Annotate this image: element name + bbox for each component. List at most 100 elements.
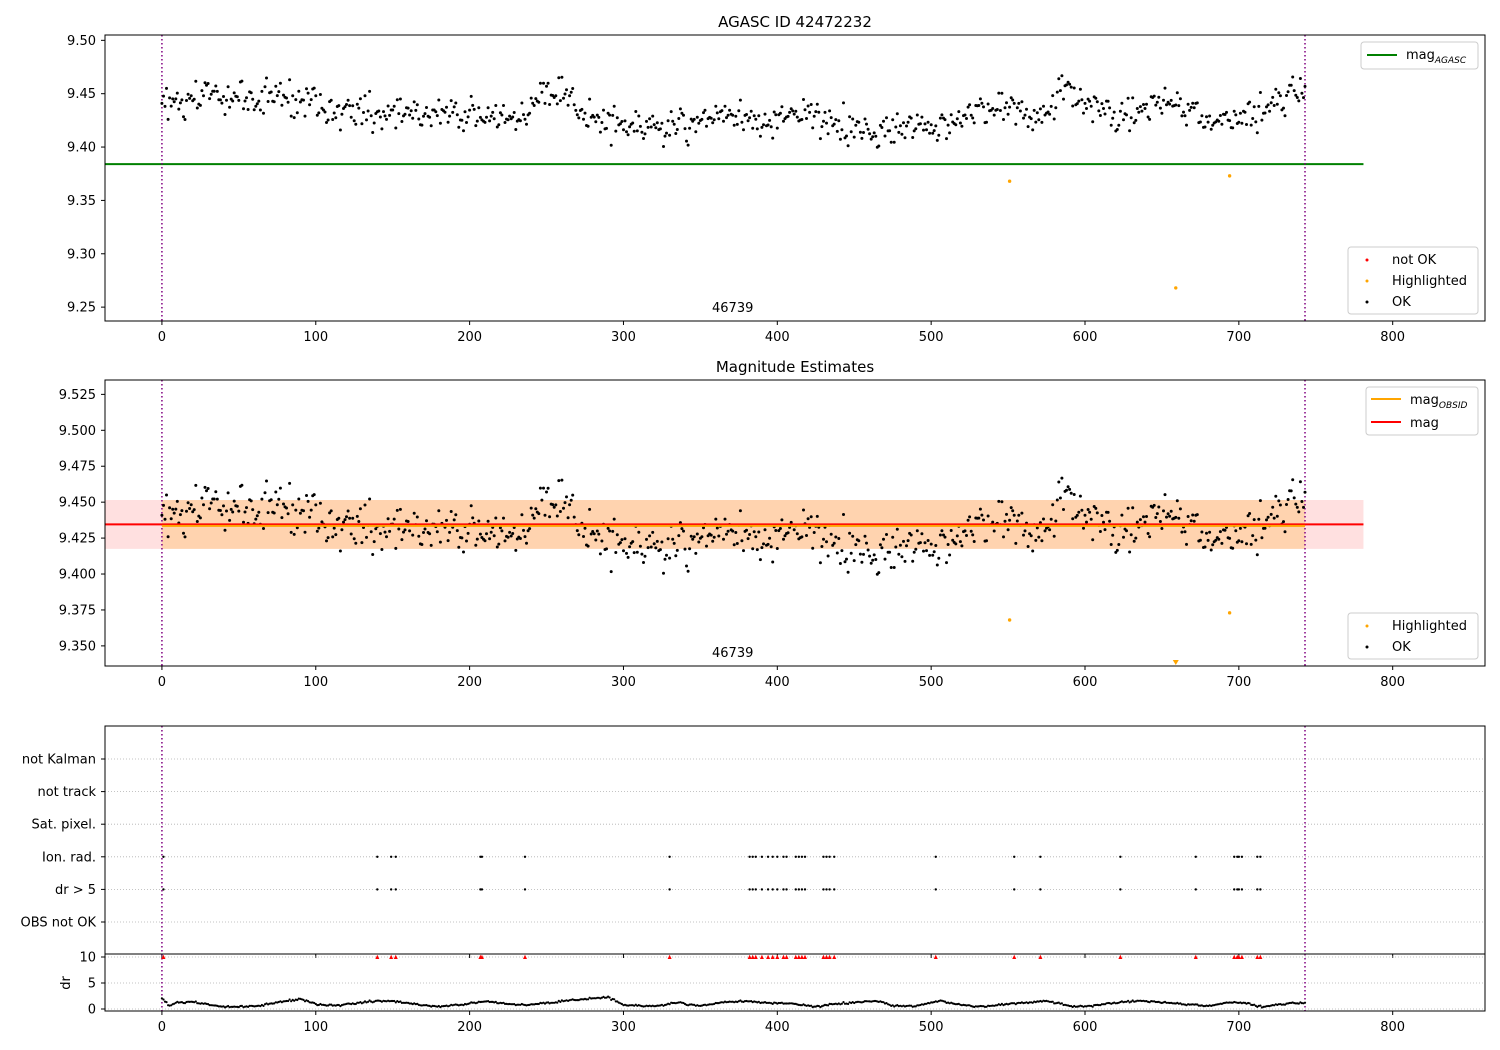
ok-point xyxy=(909,533,913,537)
dr-point xyxy=(162,998,165,1001)
ok-point xyxy=(791,109,795,113)
dr-point xyxy=(842,1001,845,1004)
ok-point xyxy=(1008,518,1012,522)
ok-point xyxy=(628,125,632,129)
ok-point xyxy=(1289,489,1293,493)
ok-point xyxy=(646,546,650,550)
ok-point xyxy=(178,513,182,517)
ok-point xyxy=(1289,83,1293,87)
ok-point xyxy=(688,126,692,130)
ok-point xyxy=(965,117,968,120)
ok-point xyxy=(623,119,627,123)
ok-point xyxy=(174,507,178,511)
ok-point xyxy=(494,516,498,520)
ok-point xyxy=(1065,488,1068,492)
ok-point xyxy=(1083,513,1087,517)
ok-point xyxy=(628,545,632,549)
ok-point xyxy=(351,104,355,108)
ok-point xyxy=(285,506,288,510)
ok-point xyxy=(511,115,515,119)
ok-point xyxy=(1108,519,1112,523)
agasc-legend-lines-box xyxy=(1360,41,1479,70)
ok-point xyxy=(1165,103,1168,107)
ok-point xyxy=(566,103,570,107)
ok-point xyxy=(588,507,592,511)
ok-point xyxy=(757,530,761,534)
ok-point xyxy=(552,505,556,509)
ok-point xyxy=(889,140,893,144)
x-tick-label: 100 xyxy=(303,675,328,690)
ok-point xyxy=(1252,518,1256,522)
legend-label-highlighted-2: Highlighted xyxy=(1392,619,1467,634)
ok-point xyxy=(428,532,432,536)
ok-point xyxy=(742,549,745,553)
ok-point xyxy=(700,117,704,121)
ok-point xyxy=(265,479,268,483)
ok-point xyxy=(1038,107,1042,111)
ok-point xyxy=(863,534,867,538)
dr-point xyxy=(943,1000,947,1003)
dr-point xyxy=(367,1000,370,1003)
flag-point xyxy=(1013,888,1016,891)
ok-point xyxy=(337,104,341,108)
ok-point xyxy=(383,114,387,118)
ok-point xyxy=(686,569,690,573)
flag-point xyxy=(800,855,804,858)
magnitude-legend-points-box xyxy=(1347,612,1479,660)
ok-point xyxy=(1274,87,1278,91)
ok-point xyxy=(722,119,725,123)
ok-point xyxy=(720,109,724,113)
ok-point xyxy=(274,490,278,494)
ok-point xyxy=(352,537,356,541)
flag-point xyxy=(751,888,754,891)
ok-point xyxy=(1011,98,1015,102)
ok-point xyxy=(223,113,227,116)
ok-point xyxy=(911,136,915,139)
dr-point xyxy=(1303,1001,1307,1004)
ok-point xyxy=(392,104,396,108)
ok-point xyxy=(1248,512,1252,515)
ok-point xyxy=(175,91,179,95)
ok-point xyxy=(269,90,273,94)
ok-point xyxy=(854,123,858,127)
ok-point xyxy=(1078,87,1082,91)
legend-label-not-ok: not OK xyxy=(1392,253,1437,268)
ok-point xyxy=(1088,510,1092,514)
ok-point xyxy=(355,102,359,106)
ok-point xyxy=(966,105,970,109)
dr-point xyxy=(480,1000,483,1004)
ok-point xyxy=(1182,110,1185,114)
ok-point xyxy=(818,137,822,141)
flag-point xyxy=(776,888,779,891)
flag-point xyxy=(1119,888,1122,891)
ok-point xyxy=(222,95,225,98)
ok-point xyxy=(386,517,390,521)
agasc-legend-points: not OK Highlighted OK xyxy=(1347,246,1479,315)
ok-point xyxy=(308,103,312,107)
ok-point xyxy=(1302,505,1305,509)
ok-point xyxy=(1283,114,1287,118)
ok-point xyxy=(514,548,518,552)
ok-point xyxy=(1228,119,1232,123)
legend-marker-ok xyxy=(1365,300,1369,304)
agasc-obsid-label: 46739 xyxy=(712,301,753,316)
dr-point xyxy=(693,1003,696,1007)
ok-point xyxy=(734,531,738,534)
ok-point xyxy=(1118,109,1122,113)
ok-point xyxy=(371,131,375,134)
dr-point xyxy=(227,1004,230,1008)
ok-point xyxy=(192,97,196,101)
ok-point xyxy=(838,562,842,565)
ok-point xyxy=(369,530,373,534)
ok-point xyxy=(282,93,285,97)
ok-point xyxy=(949,529,953,532)
ok-point xyxy=(685,564,688,568)
ok-point xyxy=(1025,107,1028,111)
ok-point xyxy=(400,120,404,123)
ok-point xyxy=(711,539,715,543)
ok-point xyxy=(163,104,167,108)
ok-point xyxy=(408,529,412,533)
ok-point xyxy=(1175,499,1179,503)
ok-point xyxy=(478,532,482,536)
ok-point xyxy=(203,485,207,489)
